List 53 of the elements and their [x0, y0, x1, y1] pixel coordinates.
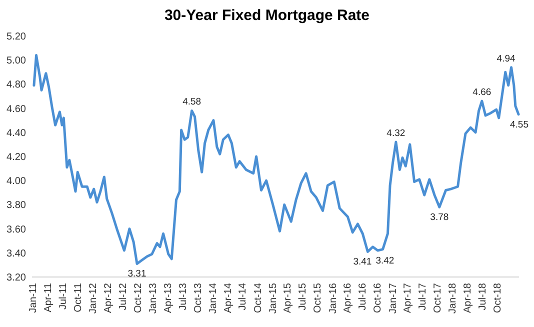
x-tick-label: Jan-12	[88, 282, 100, 314]
x-tick-label: Jan-11	[28, 282, 40, 313]
y-tick-label: 3.80	[6, 200, 26, 212]
x-tick-label: Jul-16	[358, 282, 369, 310]
annotation: 3.41	[353, 256, 372, 268]
x-tick-label: Apr-15	[282, 282, 294, 314]
chart-title: 30-Year Fixed Mortgage Rate	[164, 7, 370, 24]
y-tick-label: 3.20	[6, 272, 26, 284]
x-tick-label: Jan-15	[268, 282, 279, 314]
x-tick-label: Apr-16	[342, 282, 354, 314]
y-tick-label: 4.80	[6, 80, 26, 91]
y-tick-label: 5.00	[6, 56, 26, 67]
x-tick-label: Apr-12	[102, 282, 114, 314]
x-tick-label: Jul-13	[178, 282, 189, 310]
x-tick-label: Jan-16	[328, 282, 339, 314]
x-tick-label: Oct-11	[72, 282, 84, 312]
annotation: 4.66	[472, 87, 492, 98]
y-tick-label: 3.60	[6, 224, 26, 236]
x-tick-label: Oct-12	[133, 282, 144, 314]
x-tick-label: Jul-12	[118, 282, 129, 310]
y-tick-label: 4.20	[6, 152, 26, 163]
y-tick-label: 4.60	[6, 104, 26, 115]
x-tick-label: Jul-11	[58, 282, 69, 310]
x-tick-label: Jul-14	[238, 282, 249, 310]
x-tick-label: Apr-13	[162, 282, 174, 314]
annotation: 4.32	[386, 128, 406, 140]
x-tick-label: Jan-18	[448, 282, 459, 314]
x-tick-label: Oct-13	[192, 282, 204, 314]
x-tick-label: Jan-13	[148, 282, 160, 314]
x-tick-label: Oct-15	[312, 282, 324, 314]
x-tick-label: Jul-15	[298, 282, 309, 310]
x-tick-label: Oct-18	[492, 282, 504, 314]
x-tick-label: Jan-17	[388, 282, 399, 314]
x-tick-label: Jul-17	[418, 282, 429, 310]
annotation: 4.58	[182, 96, 202, 108]
x-tick-label: Oct-16	[372, 282, 384, 314]
x-tick-label: Oct-17	[432, 282, 444, 314]
x-tick-label: Jul-18	[477, 282, 488, 310]
x-tick-label: Jan-14	[208, 282, 219, 314]
annotation: 3.31	[128, 268, 146, 280]
x-tick-label: Apr-14	[222, 282, 234, 314]
annotation: 3.78	[430, 212, 449, 224]
annotation: 4.94	[496, 53, 516, 64]
x-tick-label: Apr-18	[462, 282, 474, 314]
y-tick-label: 5.20	[6, 32, 26, 42]
x-tick-label: Apr-11	[42, 282, 54, 312]
annotation: 4.55	[510, 119, 529, 130]
x-tick-label: Oct-14	[252, 282, 264, 314]
y-tick-label: 4.40	[6, 128, 26, 139]
annotation: 3.42	[376, 255, 394, 266]
y-tick-label: 3.40	[6, 248, 26, 260]
x-tick-label: Apr-17	[402, 282, 414, 314]
y-tick-label: 4.00	[6, 176, 26, 188]
